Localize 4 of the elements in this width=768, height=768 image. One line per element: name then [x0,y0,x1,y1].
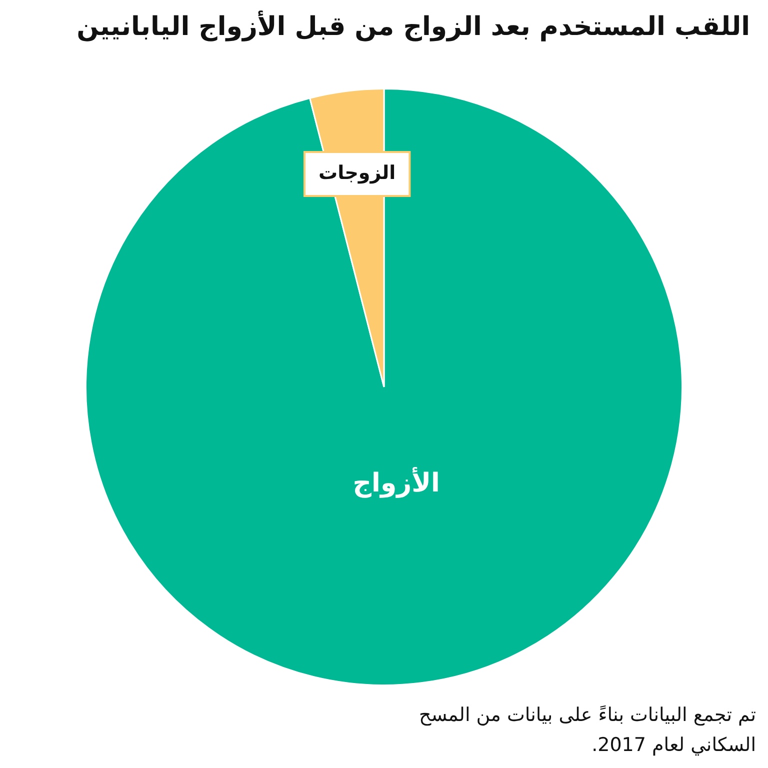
chart-title: اللقب المستخدم بعد الزواج من قبل الأزواج اليابانيين [76,12,750,42]
text: تم تجمع البيانات بناءً على بيانات من المسح السكاني لعام 2017. [418,703,756,758]
slice-label: الزوجات [318,162,396,184]
slice-label: الأزواج [352,466,440,498]
